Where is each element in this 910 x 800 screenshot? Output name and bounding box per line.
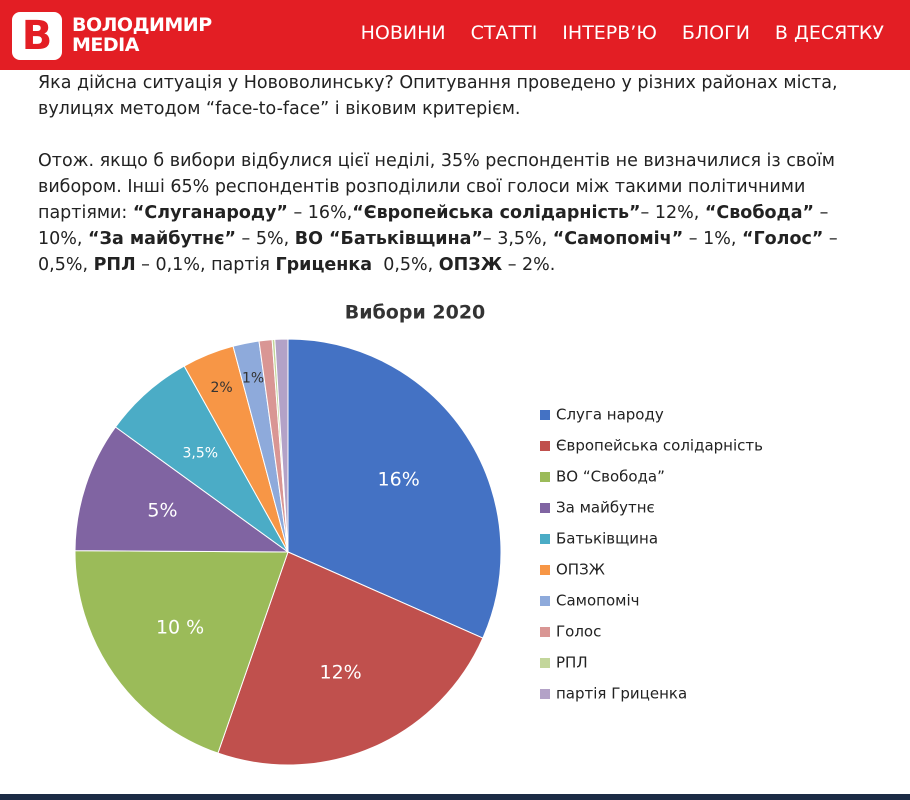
nav-link[interactable]: ІНТЕРВ’Ю <box>562 22 657 44</box>
pie-slice <box>74 550 289 754</box>
text: – 12%, <box>640 203 705 223</box>
text: – 16%, <box>287 203 353 223</box>
nav-link[interactable]: СТАТТІ <box>470 22 538 44</box>
legend-swatch <box>540 472 550 482</box>
legend-label: За майбутнє <box>556 499 655 517</box>
legend-label: Слуга народу <box>556 406 664 424</box>
bold-text: “Голос” <box>741 229 824 249</box>
text: – 3,5%, <box>482 229 553 249</box>
logo-text[interactable]: MEDIA <box>72 34 139 56</box>
text: – 0,1%, партія <box>135 255 276 275</box>
text: – 5%, <box>235 229 295 249</box>
logo-icon[interactable]: B <box>12 12 62 60</box>
nav: НОВИНИ СТАТТІ ІНТЕРВ’Ю БЛОГИ В ДЕСЯТКУ <box>361 22 884 44</box>
data-label: 12% <box>319 662 361 684</box>
text: 0,5%, <box>372 255 439 275</box>
legend-label: РПЛ <box>556 654 588 672</box>
legend-label: Європейська солідарність <box>556 437 763 455</box>
footer-bar <box>0 794 910 800</box>
legend-label: Самопоміч <box>556 592 640 610</box>
legend-swatch <box>540 658 550 668</box>
legend-label: ОПЗЖ <box>556 561 605 579</box>
pie-slice <box>274 338 289 553</box>
bold-text: “Самопоміч” <box>552 229 684 249</box>
bold-text: “За майбутнє” <box>88 229 236 249</box>
pie-slice <box>287 338 502 639</box>
nav-link[interactable]: БЛОГИ <box>681 22 750 44</box>
paragraph: Отож. якщо б вибори відбулися цієї неділ… <box>38 148 878 278</box>
text: Яка дійсна ситуація у Нововолинську? Опи… <box>38 73 844 119</box>
legend-label: ВО “Свобода” <box>556 468 665 486</box>
legend-swatch <box>540 689 550 699</box>
legend-swatch <box>540 410 550 420</box>
text: – 10%, <box>38 203 834 249</box>
chart-title: Вибори 2020 <box>345 302 486 324</box>
data-label: 3,5% <box>182 445 218 461</box>
pie-slice <box>217 551 484 766</box>
data-label: 16% <box>378 468 420 490</box>
data-label: 10 % <box>156 617 204 639</box>
legend-label: Голос <box>556 623 601 641</box>
bold-text: ВО “Батьківщина” <box>294 229 483 249</box>
logo-text[interactable]: ВОЛОДИМИР <box>72 14 212 36</box>
pie-slice <box>74 426 290 553</box>
bold-text: “Свобода” <box>704 203 815 223</box>
bold-text: “Європейська солідарність” <box>352 203 641 223</box>
header: B ВОЛОДИМИР MEDIA НОВИНИ СТАТТІ ІНТЕРВ’Ю БЛ… <box>0 0 910 70</box>
legend-swatch <box>540 565 550 575</box>
text: Отож. якщо б вибори відбулися цієї неділ… <box>38 151 841 223</box>
legend-swatch <box>540 627 550 637</box>
legend-label: партія Гриценка <box>556 685 687 703</box>
chart: Вибори 2020 16% 12% 10 % 5% 3,5% 2% 1% Слуга на… <box>74 302 763 766</box>
text: – 2%. <box>502 255 556 275</box>
text: – 1%, <box>683 229 742 249</box>
legend-swatch <box>540 596 550 606</box>
bold-text: РПЛ <box>93 255 136 275</box>
data-label: 5% <box>147 499 177 521</box>
bold-text: Гриценка <box>275 255 373 275</box>
data-label: 2% <box>211 380 233 396</box>
bold-text: ОПЗЖ <box>438 255 503 275</box>
legend-swatch <box>540 503 550 513</box>
text: – 0,5%, <box>38 229 844 275</box>
legend-swatch <box>540 441 550 451</box>
nav-link[interactable]: В ДЕСЯТКУ <box>774 22 884 44</box>
data-label: 1% <box>242 371 264 387</box>
nav-link[interactable]: НОВИНИ <box>360 22 446 44</box>
paragraph: Яка дійсна ситуація у Нововолинську? Опи… <box>38 70 878 122</box>
bold-text: “Слуганароду” <box>132 203 288 223</box>
legend-label: Батьківщина <box>556 530 658 548</box>
legend-swatch <box>540 534 550 544</box>
